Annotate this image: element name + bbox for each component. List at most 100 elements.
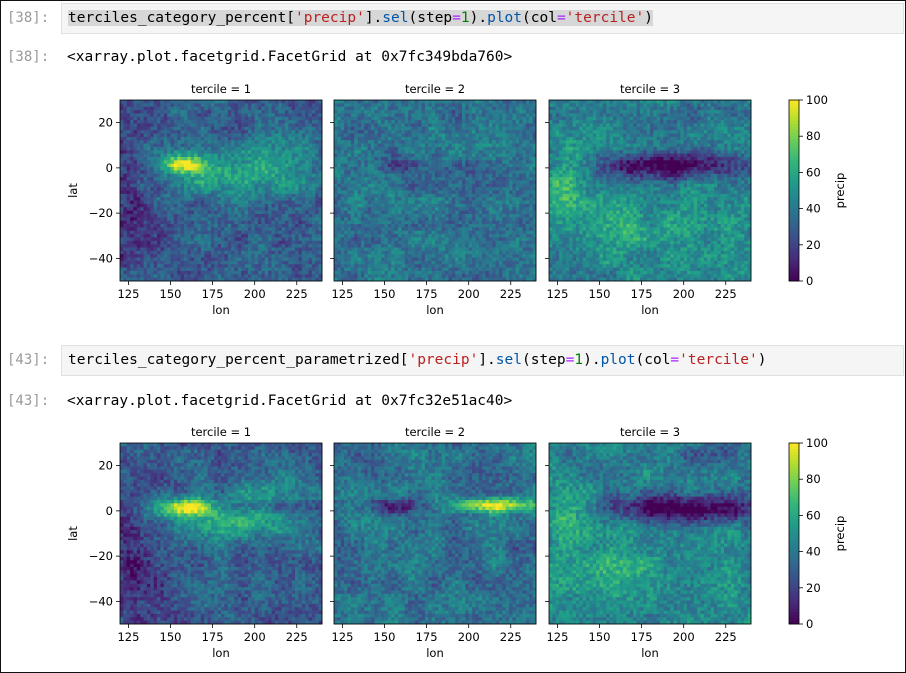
heatmap-cell: [133, 203, 138, 208]
heatmap-cell: [448, 136, 453, 141]
heatmap-cell: [397, 146, 402, 151]
heatmap-cell: [123, 177, 128, 181]
heatmap-cell: [247, 170, 252, 175]
heatmap-cell: [532, 150, 537, 155]
heatmap-cell: [187, 130, 192, 134]
heatmap-cell: [207, 160, 212, 165]
heatmap-cell: [258, 150, 262, 155]
heatmap-cell: [160, 130, 165, 134]
heatmap-cell: [153, 264, 158, 268]
heatmap-cell: [482, 143, 486, 148]
heatmap-cell: [278, 130, 282, 134]
heatmap-cell: [146, 126, 151, 131]
heatmap-cell: [465, 136, 470, 141]
y-tick-label: 0: [106, 161, 113, 175]
heatmap-cell: [244, 227, 249, 232]
heatmap-cell: [414, 180, 419, 185]
heatmap-cell: [305, 150, 309, 155]
heatmap-cell: [133, 270, 138, 275]
heatmap-cell: [384, 170, 389, 175]
heatmap-cell: [234, 116, 239, 121]
heatmap-cell: [435, 156, 439, 161]
heatmap-cell: [448, 113, 453, 118]
heatmap-cell: [123, 224, 128, 228]
heatmap-cell: [344, 183, 348, 188]
heatmap-cell: [244, 264, 249, 268]
heatmap-cell: [318, 254, 323, 258]
heatmap-cell: [441, 136, 446, 141]
heatmap-cell: [448, 126, 453, 131]
heatmap-cell: [173, 136, 178, 141]
heatmap-cell: [264, 133, 269, 138]
heatmap-cell: [241, 264, 245, 268]
heatmap-cell: [461, 110, 466, 114]
heatmap-cell: [357, 116, 362, 121]
heatmap-cell: [167, 103, 171, 108]
heatmap-cell: [261, 270, 266, 275]
heatmap-cell: [268, 190, 272, 195]
heatmap-cell: [357, 173, 362, 178]
heatmap-cell: [177, 224, 181, 228]
heatmap-cell: [120, 113, 124, 118]
heatmap-cell: [291, 140, 296, 144]
heatmap-cell: [505, 130, 510, 134]
heatmap-cell: [126, 213, 131, 218]
heatmap-cell: [298, 146, 303, 151]
heatmap-cell: [261, 146, 266, 151]
heatmap-cell: [475, 183, 480, 188]
heatmap-cell: [200, 217, 205, 222]
heatmap-cell: [167, 106, 171, 111]
heatmap-cell: [525, 116, 530, 121]
heatmap-cell: [315, 167, 320, 171]
heatmap-cell: [291, 200, 296, 205]
heatmap-cell: [207, 217, 212, 222]
heatmap-cell: [498, 167, 503, 171]
heatmap-cell: [271, 227, 276, 232]
heatmap-cell: [495, 156, 500, 161]
heatmap-cell: [221, 270, 225, 275]
heatmap-cell: [364, 113, 369, 118]
heatmap-cell: [495, 120, 500, 124]
heatmap-cell: [268, 160, 272, 165]
code-cell-1[interactable]: terciles_category_percent['precip'].sel(…: [61, 3, 904, 34]
heatmap-cell: [133, 227, 138, 232]
heatmap-cell: [301, 126, 306, 131]
heatmap-cell: [421, 190, 426, 195]
heatmap-cell: [284, 100, 289, 104]
heatmap-cell: [458, 100, 463, 104]
heatmap-cell: [150, 257, 155, 262]
heatmap-cell: [281, 183, 286, 188]
heatmap-cell: [315, 116, 320, 121]
heatmap-cell: [241, 217, 245, 222]
heatmap-cell: [441, 103, 446, 108]
heatmap-cell: [424, 146, 429, 151]
heatmap-cell: [221, 146, 225, 151]
heatmap-cell: [271, 250, 276, 255]
heatmap-cell: [438, 180, 443, 185]
heatmap-cell: [451, 140, 456, 144]
heatmap-cell: [237, 170, 242, 175]
heatmap-cell: [357, 183, 362, 188]
heatmap-cell: [492, 120, 496, 124]
heatmap-cell: [274, 173, 279, 178]
heatmap-cell: [367, 173, 372, 178]
heatmap-cell: [360, 123, 365, 128]
heatmap-cell: [214, 100, 219, 104]
heatmap-cell: [384, 140, 389, 144]
heatmap-cell: [153, 133, 158, 138]
heatmap-cell: [237, 257, 242, 262]
heatmap-cell: [244, 126, 249, 131]
heatmap-cell: [435, 136, 439, 141]
heatmap-cell: [254, 177, 259, 181]
heatmap-cell: [153, 156, 158, 161]
heatmap-cell: [371, 116, 375, 121]
heatmap-cell: [495, 146, 500, 151]
heatmap-cell: [197, 250, 202, 255]
heatmap-cell: [133, 100, 138, 104]
heatmap-cell: [308, 257, 313, 262]
code-text-1[interactable]: terciles_category_percent['precip'].sel(…: [68, 10, 653, 26]
heatmap-cell: [301, 116, 306, 121]
heatmap-cell: [498, 153, 503, 158]
heatmap-cell: [261, 203, 266, 208]
heatmap-cell: [160, 113, 165, 118]
